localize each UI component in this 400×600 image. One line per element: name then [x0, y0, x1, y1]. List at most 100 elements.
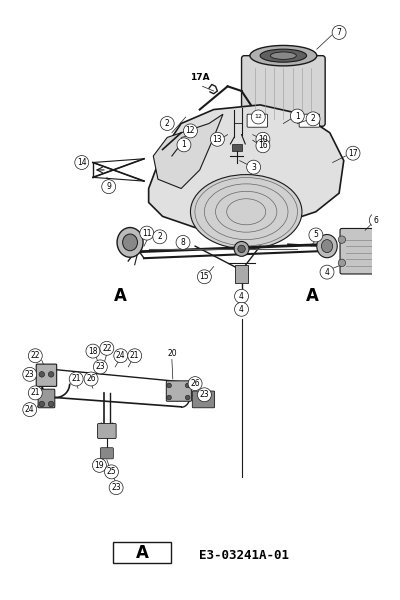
- Text: 4: 4: [324, 268, 330, 277]
- Circle shape: [309, 228, 323, 242]
- Text: 17A: 17A: [190, 73, 210, 82]
- Circle shape: [104, 465, 118, 479]
- Circle shape: [234, 302, 248, 316]
- Text: 2: 2: [165, 119, 170, 128]
- Ellipse shape: [322, 239, 332, 253]
- Bar: [113, 542, 171, 563]
- FancyBboxPatch shape: [36, 364, 57, 386]
- Text: 24: 24: [25, 405, 34, 414]
- Circle shape: [338, 236, 346, 244]
- Circle shape: [320, 265, 334, 279]
- Circle shape: [23, 403, 37, 416]
- Circle shape: [39, 401, 44, 407]
- Circle shape: [386, 236, 394, 244]
- Circle shape: [369, 213, 383, 227]
- Circle shape: [188, 377, 202, 391]
- Text: 23: 23: [111, 483, 121, 492]
- Text: 15: 15: [200, 272, 209, 281]
- Text: 23: 23: [25, 370, 34, 379]
- FancyBboxPatch shape: [247, 114, 268, 127]
- Bar: [235, 265, 248, 283]
- Circle shape: [397, 265, 400, 279]
- Ellipse shape: [270, 52, 296, 59]
- Circle shape: [109, 481, 123, 494]
- Circle shape: [100, 341, 114, 355]
- Circle shape: [167, 383, 172, 388]
- FancyBboxPatch shape: [38, 389, 55, 408]
- Text: 6: 6: [374, 215, 379, 224]
- Text: A: A: [306, 287, 318, 305]
- Circle shape: [160, 116, 174, 130]
- Text: 18: 18: [88, 347, 98, 356]
- Circle shape: [69, 372, 83, 386]
- FancyBboxPatch shape: [166, 381, 191, 401]
- Circle shape: [185, 383, 190, 388]
- Text: 16: 16: [258, 141, 268, 150]
- Circle shape: [247, 160, 260, 174]
- Circle shape: [185, 395, 190, 400]
- Text: 10: 10: [258, 135, 268, 144]
- Circle shape: [93, 360, 107, 374]
- Circle shape: [177, 138, 191, 152]
- FancyBboxPatch shape: [299, 114, 320, 127]
- Text: 14: 14: [77, 158, 86, 167]
- Circle shape: [28, 386, 42, 400]
- Circle shape: [86, 344, 100, 358]
- Text: 13: 13: [212, 135, 222, 144]
- FancyBboxPatch shape: [340, 229, 395, 274]
- Circle shape: [386, 259, 394, 266]
- Circle shape: [234, 289, 248, 303]
- Circle shape: [346, 146, 360, 160]
- Text: 5: 5: [314, 230, 318, 239]
- Text: 12: 12: [254, 115, 262, 119]
- Text: 19: 19: [94, 461, 104, 470]
- Circle shape: [102, 179, 116, 194]
- Text: 8: 8: [181, 238, 185, 247]
- Text: 25: 25: [107, 467, 116, 476]
- Circle shape: [184, 124, 198, 138]
- Text: 1: 1: [295, 112, 300, 121]
- Text: 22: 22: [102, 344, 112, 353]
- Text: 22: 22: [30, 351, 40, 360]
- Bar: [232, 144, 242, 151]
- Circle shape: [210, 133, 224, 146]
- Text: 26: 26: [86, 374, 96, 383]
- Text: 1: 1: [182, 140, 186, 149]
- Circle shape: [128, 349, 142, 363]
- Text: 21: 21: [130, 351, 140, 360]
- Text: 7: 7: [337, 28, 342, 37]
- Text: 4: 4: [239, 292, 244, 301]
- Circle shape: [234, 241, 249, 256]
- Ellipse shape: [117, 227, 143, 257]
- Text: A: A: [114, 287, 127, 305]
- Ellipse shape: [317, 235, 337, 258]
- Circle shape: [23, 367, 37, 381]
- Circle shape: [153, 230, 167, 244]
- Circle shape: [251, 110, 265, 124]
- Circle shape: [39, 371, 44, 377]
- Polygon shape: [153, 114, 223, 188]
- Text: 21: 21: [72, 374, 81, 383]
- Circle shape: [92, 458, 106, 472]
- Circle shape: [176, 235, 190, 250]
- Circle shape: [28, 349, 42, 363]
- Text: E3-03241A-01: E3-03241A-01: [199, 549, 289, 562]
- Circle shape: [238, 245, 245, 253]
- Ellipse shape: [190, 175, 302, 249]
- Text: 2: 2: [311, 115, 316, 124]
- Circle shape: [332, 25, 346, 40]
- Ellipse shape: [260, 49, 306, 62]
- Text: 17: 17: [348, 149, 358, 158]
- Circle shape: [167, 395, 172, 400]
- Circle shape: [290, 109, 304, 123]
- Circle shape: [256, 133, 270, 146]
- Text: 2: 2: [158, 232, 162, 241]
- FancyBboxPatch shape: [100, 448, 113, 459]
- Circle shape: [48, 371, 54, 377]
- Circle shape: [256, 139, 270, 153]
- Text: 24: 24: [116, 351, 126, 360]
- Text: A: A: [136, 544, 148, 562]
- Text: 23: 23: [96, 362, 105, 371]
- Text: 12: 12: [186, 127, 195, 136]
- Text: 4: 4: [239, 305, 244, 314]
